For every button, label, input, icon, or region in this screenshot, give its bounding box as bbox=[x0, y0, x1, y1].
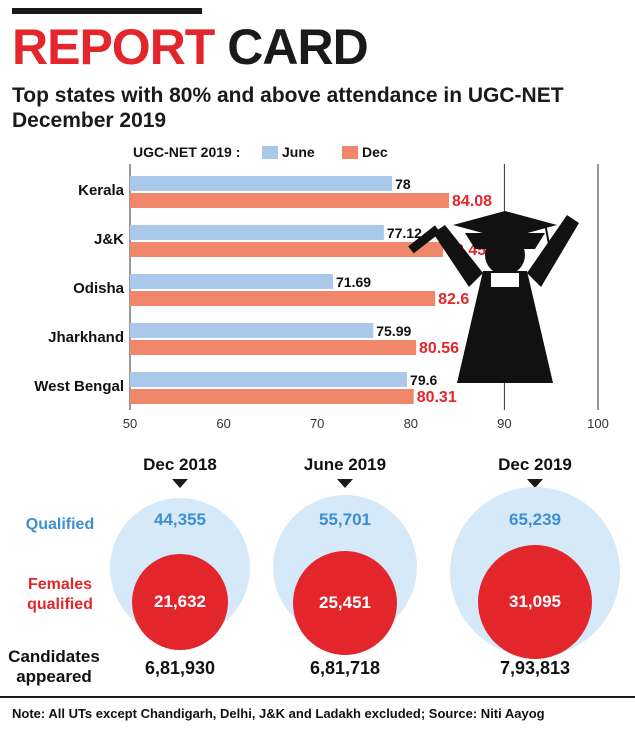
candidates-dec-2019: 7,93,813 bbox=[499, 658, 571, 678]
legend-swatch-june bbox=[262, 146, 278, 159]
col-title-dec-2019: Dec 2019 bbox=[498, 455, 572, 474]
bar-dec-jharkhand bbox=[130, 340, 417, 355]
data-label-dec-odisha: 82.6 bbox=[438, 291, 469, 308]
title-card: CARD bbox=[227, 19, 368, 75]
x-tick-90: 90 bbox=[497, 416, 511, 431]
legend: UGC-NET 2019 : June Dec bbox=[133, 144, 388, 160]
candidates-appeared-label: Candidates appeared bbox=[2, 647, 106, 687]
data-label-june-kerala: 78 bbox=[395, 176, 411, 192]
top-rule bbox=[12, 8, 202, 14]
down-arrow-icon bbox=[527, 479, 543, 488]
females-dec-2018: 21,632 bbox=[132, 554, 228, 650]
page-title: REPORT CARD bbox=[12, 19, 369, 75]
candidates-label-line1: Candidates bbox=[8, 647, 100, 666]
category-label-odisha: Odisha bbox=[73, 280, 125, 297]
data-label-dec-west-bengal: 80.31 bbox=[417, 389, 457, 406]
down-arrow-icon bbox=[337, 479, 353, 488]
bar-june-kerala bbox=[130, 176, 393, 191]
x-axis: 50 60 70 80 90 100 bbox=[123, 416, 609, 431]
females-label-line2: qualified bbox=[27, 596, 93, 613]
graduate-icon bbox=[408, 211, 579, 383]
bar-june-west-bengal bbox=[130, 372, 408, 387]
subtitle: Top states with 80% and above attendance… bbox=[12, 84, 564, 132]
summary-section: Dec 2018 44,355 21,632 6,81,930 June 201… bbox=[0, 455, 635, 695]
x-tick-80: 80 bbox=[404, 416, 418, 431]
females-qualified-label: Females qualified bbox=[10, 575, 110, 615]
x-tick-70: 70 bbox=[310, 416, 324, 431]
bar-dec-j-k bbox=[130, 242, 444, 257]
x-tick-100: 100 bbox=[587, 416, 609, 431]
bar-dec-odisha bbox=[130, 291, 436, 306]
title-report: REPORT bbox=[12, 19, 215, 75]
qualified-june-2019: 55,701 bbox=[319, 510, 371, 529]
data-label-dec-kerala: 84.08 bbox=[452, 193, 492, 210]
col-title-dec-2018: Dec 2018 bbox=[143, 455, 217, 474]
bar-june-jharkhand bbox=[130, 323, 374, 338]
qualified-dec-2018: 44,355 bbox=[154, 510, 206, 529]
candidates-dec-2018: 6,81,930 bbox=[144, 658, 216, 678]
females-june-2019: 25,451 bbox=[293, 551, 397, 655]
bar-dec-west-bengal bbox=[130, 389, 414, 404]
category-label-j-k: J&K bbox=[94, 231, 124, 248]
candidates-june-2019: 6,81,718 bbox=[309, 658, 381, 678]
attendance-bar-chart: UGC-NET 2019 : June Dec Kerala 78 84.08 J&K 77… bbox=[34, 144, 609, 431]
bar-june-j-k bbox=[130, 225, 384, 240]
category-label-west-bengal: West Bengal bbox=[34, 378, 124, 395]
legend-label-dec: Dec bbox=[362, 144, 388, 160]
x-tick-60: 60 bbox=[216, 416, 230, 431]
footnote: Note: All UTs except Chandigarh, Delhi, … bbox=[0, 696, 635, 736]
category-label-jharkhand: Jharkhand bbox=[48, 329, 124, 346]
qualified-label: Qualified bbox=[25, 516, 95, 533]
females-dec-2019: 31,095 bbox=[478, 545, 592, 659]
legend-swatch-dec bbox=[342, 146, 358, 159]
bar-june-odisha bbox=[130, 274, 334, 289]
data-label-june-j-k: 77.12 bbox=[387, 225, 422, 241]
qualified-dec-2019: 65,239 bbox=[509, 510, 561, 529]
data-label-june-west-bengal: 79.6 bbox=[410, 372, 437, 388]
data-label-june-jharkhand: 75.99 bbox=[376, 323, 411, 339]
data-label-june-odisha: 71.69 bbox=[336, 274, 371, 290]
down-arrow-icon bbox=[172, 479, 188, 488]
legend-label-june: June bbox=[282, 144, 315, 160]
legend-title: UGC-NET 2019 : bbox=[133, 144, 240, 160]
col-title-june-2019: June 2019 bbox=[303, 455, 387, 474]
x-tick-50: 50 bbox=[123, 416, 137, 431]
data-label-dec-jharkhand: 80.56 bbox=[419, 340, 459, 357]
candidates-label-line2: appeared bbox=[16, 667, 92, 686]
females-label-line1: Females bbox=[27, 576, 93, 593]
bar-dec-kerala bbox=[130, 193, 449, 208]
category-label-kerala: Kerala bbox=[78, 182, 125, 199]
